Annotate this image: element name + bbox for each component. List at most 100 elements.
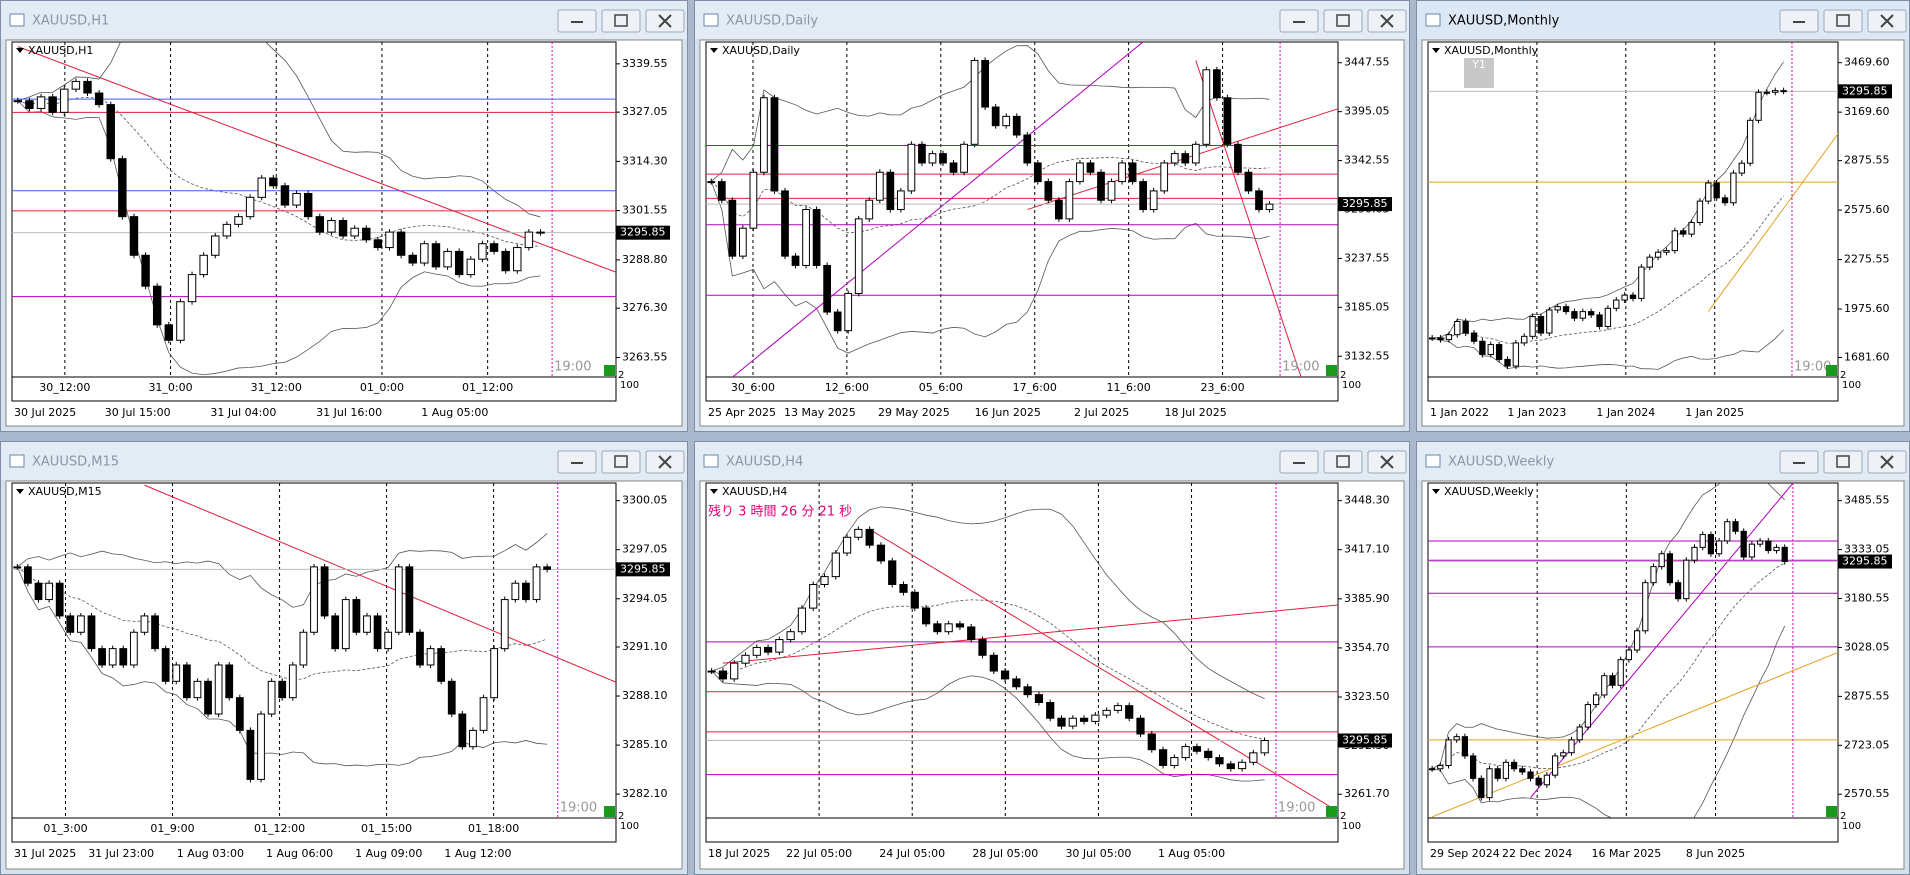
candle [770,97,779,192]
time-label: 22 Jul 05:00 [786,847,852,860]
candle [1755,91,1762,121]
candle [1579,311,1586,319]
time-label: 1 Jan 2023 [1507,406,1566,419]
candle [394,566,403,633]
candle [257,177,266,198]
candle [214,664,223,715]
candle [842,536,852,554]
status-square [604,365,615,376]
bollinger-band [1432,625,1786,818]
candle [45,582,53,601]
candle [967,626,976,641]
maximize-button[interactable] [601,9,641,33]
candle [802,209,810,266]
window-title: XAUUSD,Weekly [1448,455,1554,470]
plot [12,483,616,818]
scale-mark: 100 [1842,380,1861,391]
candle [1023,686,1032,696]
candle [888,560,897,585]
candle [299,631,308,666]
maximize-button[interactable] [1823,9,1863,33]
candle [1609,675,1616,686]
y-tick-label: 3028.05 [1844,640,1890,653]
maximize-button[interactable] [1823,450,1863,474]
y-tick-label: 3301.55 [622,204,668,217]
time-label: 8 Jun 2025 [1686,847,1745,860]
candle [1170,757,1179,766]
candle [513,247,522,272]
time-label: 31 Jul 23:00 [88,847,154,860]
candle [1683,559,1690,600]
price-tag [1338,733,1392,748]
period-label: 23_6:00 [1200,381,1244,394]
window-title: XAUUSD,H1 [32,14,109,29]
candle [1079,717,1089,722]
bar-time: 19:00 [554,360,591,375]
time-label: 31 Jul 2025 [14,847,76,860]
time-label: 1 Aug 12:00 [444,847,511,860]
period-label: 30_6:00 [731,381,775,394]
y-tick-label: 3282.10 [622,787,668,800]
candle [1543,774,1551,786]
candle [1773,546,1780,552]
bar-time: 19:00 [1282,360,1319,375]
candle [303,192,313,218]
candle [24,566,32,584]
candle [1756,540,1764,545]
current-price: 3295.85 [1342,197,1388,210]
bollinger-mid [1432,562,1785,770]
candle [1044,181,1053,201]
period-label: 31_12:00 [251,381,302,394]
candle [176,301,185,341]
candle [152,285,162,326]
candle [140,615,149,633]
period-label: 30_12:00 [39,381,90,394]
chart-area [699,480,1405,870]
candle [479,697,488,731]
time-label: 25 Apr 2025 [708,406,776,419]
candle [1781,546,1788,563]
candle [1113,705,1123,711]
y-tick-label: 3237.55 [1344,251,1390,264]
candle [1527,771,1534,779]
candle [1479,340,1486,355]
bollinger-band [17,42,541,218]
candle [246,729,255,780]
candle [1158,749,1168,766]
price-tag [616,562,670,577]
candle [1772,90,1779,93]
candle [1097,171,1105,201]
candle [1584,704,1592,728]
time-label: 28 Jul 05:00 [972,847,1038,860]
maximize-button[interactable] [601,450,641,474]
y-tick-label: 3261.70 [1344,787,1390,800]
candle [1204,750,1213,759]
badge-box [1464,58,1494,88]
time-label: 31 Jul 16:00 [316,406,382,419]
candle [1537,316,1545,334]
maximize-button[interactable] [1323,450,1363,474]
candle [1494,768,1501,779]
candle [511,582,520,601]
button-glyph [1836,14,1850,27]
candle [707,181,716,184]
time-label: 1 Aug 06:00 [266,847,333,860]
candle [1674,582,1682,600]
candle [350,227,359,237]
candle [373,615,382,650]
y-tick-label: 3288.80 [622,253,668,266]
window-icon [1425,13,1441,27]
symbol-label: XAUUSD,Weekly [1444,485,1534,498]
candle [94,92,104,106]
candle [235,697,244,731]
candle [1568,739,1575,754]
trend-line [732,42,1144,377]
candle [728,199,737,257]
candle [1646,256,1653,268]
candle [1136,717,1145,735]
candle [1470,332,1478,342]
maximize-button[interactable] [1323,9,1363,33]
bar-time: 19:00 [1794,360,1831,375]
time-label: 16 Mar 2025 [1591,847,1661,860]
button-glyph [614,14,628,27]
